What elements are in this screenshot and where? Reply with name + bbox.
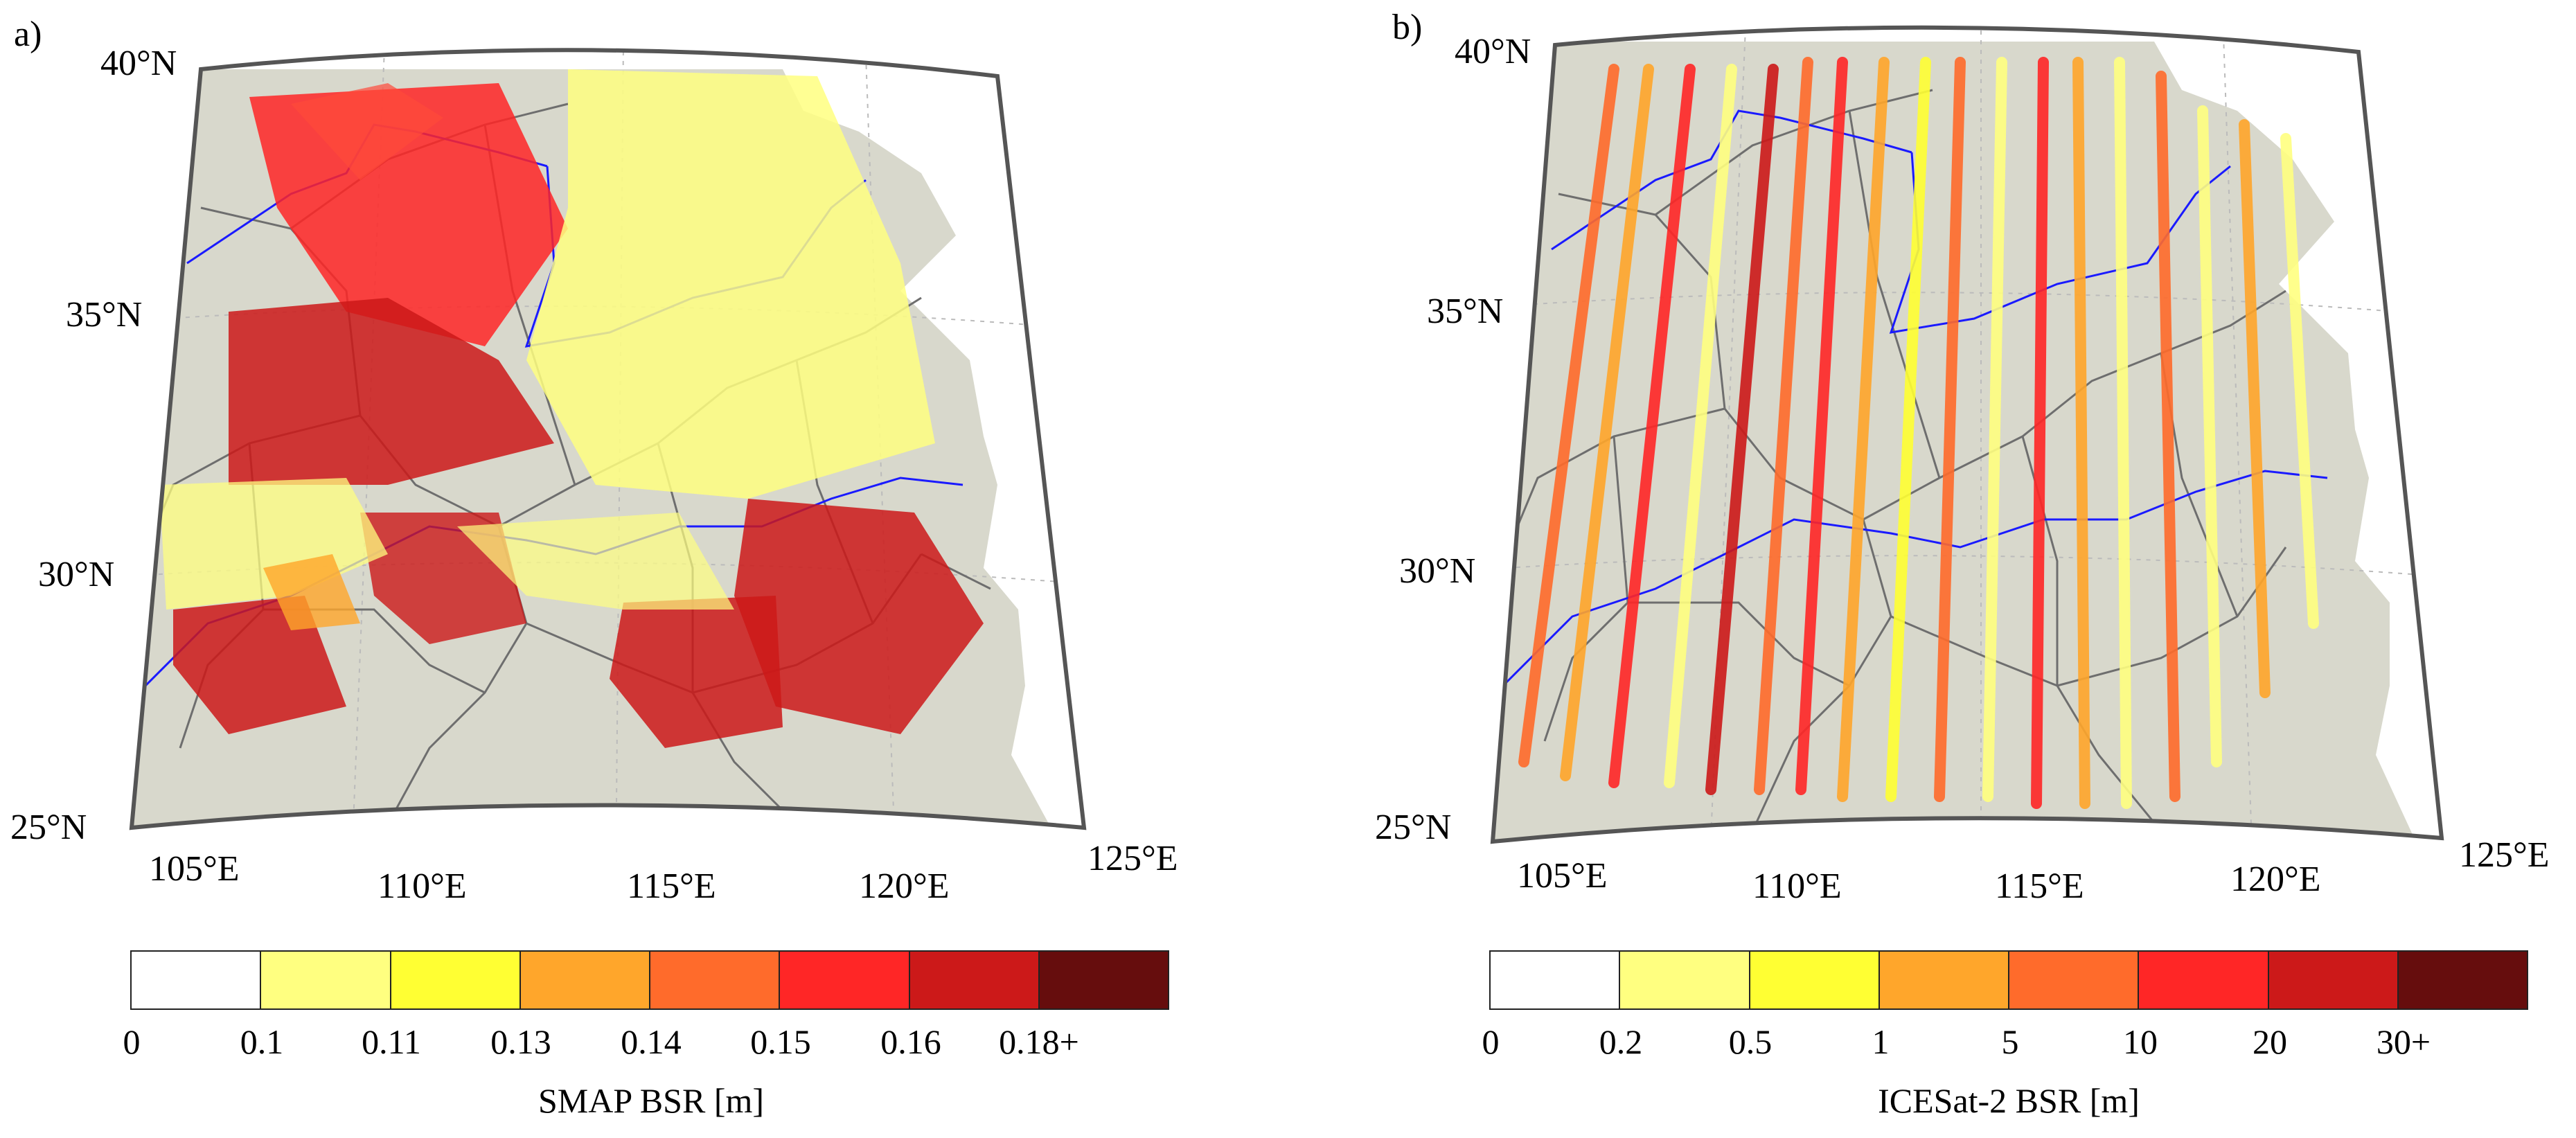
lon-label-115e: 115°E — [627, 866, 716, 906]
lat-label-40n: 40°N — [100, 44, 177, 83]
colorbar-a-tick-1: 0 — [123, 1022, 141, 1061]
colorbar-a-seg-4 — [520, 952, 650, 1008]
lon-label-125e: 125°E — [2459, 835, 2550, 875]
lon-label-105e: 105°E — [149, 849, 240, 889]
colorbar-b-tick-8: 30+ — [2376, 1022, 2431, 1061]
lat-label-30n: 30°N — [38, 555, 115, 594]
colorbar-b-tick-2: 0.2 — [1599, 1022, 1643, 1061]
lon-label-120e: 120°E — [2230, 860, 2321, 899]
colorbar-a — [130, 950, 1169, 1010]
colorbar-a-seg-2 — [261, 952, 391, 1008]
lat-label-25n: 25°N — [10, 808, 87, 847]
colorbar-a-tick-6: 0.15 — [750, 1022, 811, 1061]
colorbar-a-seg-5 — [650, 952, 781, 1008]
colorbar-b-seg-4 — [1879, 952, 2009, 1008]
icesat2-tracks — [1518, 57, 2319, 809]
colorbar-b-tick-7: 20 — [2253, 1022, 2287, 1061]
panel-label-b: b) — [1392, 8, 1423, 47]
panel-label-a: a) — [14, 15, 42, 54]
colorbar-b-seg-8 — [2398, 952, 2527, 1008]
colorbar-a-seg-8 — [1039, 952, 1168, 1008]
lat-label-30n: 30°N — [1399, 551, 1476, 591]
colorbar-a-tick-5: 0.14 — [621, 1022, 682, 1061]
lon-label-110e: 110°E — [377, 866, 467, 906]
colorbar-a-tick-8: 0.18+ — [999, 1022, 1079, 1061]
colorbar-b-title: ICESat-2 BSR [m] — [1878, 1081, 2140, 1120]
smap-data-points — [159, 69, 984, 748]
colorbar-b-tick-4: 1 — [1872, 1022, 1890, 1061]
colorbar-a-seg-7 — [909, 952, 1040, 1008]
lon-label-125e: 125°E — [1087, 839, 1178, 878]
colorbar-a-seg-3 — [391, 952, 521, 1008]
map-panel-b — [1490, 25, 2444, 844]
colorbar-b-seg-6 — [2139, 952, 2269, 1008]
colorbar-b-seg-2 — [1620, 952, 1750, 1008]
colorbar-a-seg-6 — [780, 952, 910, 1008]
map-panel-a — [129, 48, 1087, 830]
lon-label-105e: 105°E — [1517, 856, 1608, 896]
lon-label-115e: 115°E — [1995, 866, 2084, 906]
colorbar-b-seg-5 — [2009, 952, 2140, 1008]
colorbar-a-seg-1 — [132, 952, 262, 1008]
colorbar-b-seg-7 — [2268, 952, 2399, 1008]
colorbar-a-tick-2: 0.1 — [240, 1022, 284, 1061]
colorbar-b-tick-6: 10 — [2123, 1022, 2158, 1061]
colorbar-b-seg-1 — [1491, 952, 1621, 1008]
graticule — [1506, 27, 2422, 839]
colorbar-b-tick-3: 0.5 — [1728, 1022, 1773, 1061]
colorbar-a-title: SMAP BSR [m] — [538, 1081, 765, 1120]
colorbar-a-tick-7: 0.16 — [880, 1022, 941, 1061]
lat-label-35n: 35°N — [1427, 292, 1504, 331]
colorbar-a-tick-3: 0.11 — [362, 1022, 421, 1061]
lon-label-110e: 110°E — [1752, 866, 1842, 906]
lat-label-40n: 40°N — [1455, 32, 1531, 71]
lat-label-35n: 35°N — [66, 295, 143, 335]
lon-label-120e: 120°E — [859, 866, 950, 906]
colorbar-b-tick-1: 0 — [1482, 1022, 1500, 1061]
colorbar-b-seg-3 — [1750, 952, 1880, 1008]
colorbar-b-tick-5: 5 — [2001, 1022, 2019, 1061]
colorbar-a-tick-4: 0.13 — [490, 1022, 551, 1061]
colorbar-b — [1489, 950, 2528, 1010]
lat-label-25n: 25°N — [1375, 808, 1452, 847]
